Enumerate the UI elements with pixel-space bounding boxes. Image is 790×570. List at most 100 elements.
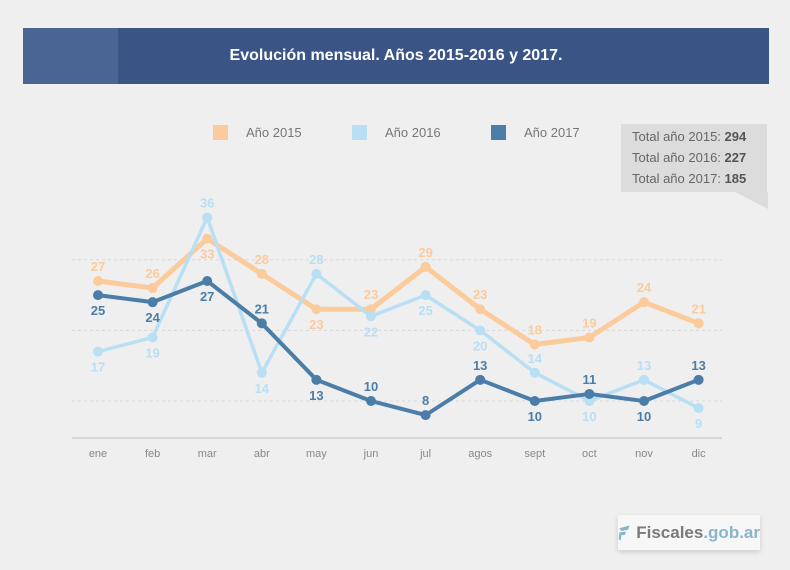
data-point bbox=[93, 346, 103, 357]
data-label: 13 bbox=[473, 358, 487, 373]
data-label: 27 bbox=[91, 259, 105, 274]
data-label: 22 bbox=[364, 324, 378, 339]
data-point bbox=[584, 332, 595, 343]
x-tick-label: abr bbox=[254, 448, 270, 460]
x-tick-label: agos bbox=[468, 448, 492, 460]
data-label: 24 bbox=[637, 280, 652, 295]
data-label: 13 bbox=[691, 358, 705, 373]
data-label: 27 bbox=[200, 289, 214, 304]
data-point bbox=[529, 367, 540, 378]
data-point bbox=[202, 212, 213, 223]
data-label: 8 bbox=[422, 393, 429, 408]
data-point bbox=[93, 275, 103, 286]
data-label: 14 bbox=[528, 351, 543, 366]
data-point bbox=[366, 311, 376, 322]
totals-box-tail bbox=[735, 192, 768, 209]
x-tick-label: jun bbox=[363, 448, 379, 460]
data-label: 20 bbox=[473, 338, 487, 353]
legend-label: Año 2015 bbox=[246, 125, 302, 140]
data-point bbox=[529, 339, 540, 350]
x-tick-label: mar bbox=[198, 448, 217, 460]
data-point bbox=[202, 275, 213, 286]
data-label: 36 bbox=[200, 195, 214, 210]
data-point bbox=[93, 290, 103, 301]
legend-swatch-2017 bbox=[491, 125, 506, 140]
x-tick-label: may bbox=[306, 448, 327, 460]
data-label: 19 bbox=[145, 345, 159, 360]
data-point bbox=[311, 304, 322, 315]
data-point bbox=[311, 268, 322, 279]
fiscales-logo: Fiscales.gob.ar bbox=[618, 515, 760, 550]
data-label: 33 bbox=[200, 247, 214, 262]
data-point bbox=[529, 396, 540, 406]
data-label: 10 bbox=[637, 409, 651, 424]
x-tick-label: sept bbox=[524, 448, 545, 460]
data-point bbox=[639, 297, 649, 308]
data-label: 23 bbox=[364, 287, 378, 302]
data-point bbox=[256, 318, 267, 329]
total-2017: Total año 2017: 185 bbox=[632, 171, 747, 186]
data-label: 14 bbox=[255, 381, 270, 396]
legend-item-2016: Año 2016 bbox=[352, 125, 441, 140]
banner-shine bbox=[23, 28, 118, 84]
data-label: 23 bbox=[309, 317, 323, 332]
data-label: 10 bbox=[582, 409, 596, 424]
legend-item-2015: Año 2015 bbox=[213, 125, 302, 140]
data-label: 24 bbox=[145, 310, 160, 325]
data-point bbox=[693, 403, 704, 414]
data-label: 17 bbox=[91, 360, 105, 375]
legend-item-2017: Año 2017 bbox=[491, 125, 580, 140]
data-label: 29 bbox=[418, 245, 432, 260]
logo-text: Fiscales.gob.ar bbox=[636, 522, 760, 542]
x-tick-label: jul bbox=[419, 448, 431, 460]
legend-label: Año 2016 bbox=[385, 125, 441, 140]
data-label: 21 bbox=[255, 301, 269, 316]
data-point bbox=[693, 318, 704, 329]
legend-swatch-2016 bbox=[352, 125, 367, 140]
data-label: 19 bbox=[582, 315, 596, 330]
totals-box: Total año 2015: 294 Total año 2016: 227 … bbox=[621, 124, 767, 192]
data-label: 11 bbox=[583, 372, 597, 387]
data-point bbox=[147, 332, 158, 343]
data-label: 10 bbox=[528, 409, 542, 424]
x-tick-label: dic bbox=[692, 448, 707, 460]
data-point bbox=[256, 367, 267, 378]
data-label: 28 bbox=[255, 252, 269, 267]
data-label: 25 bbox=[91, 303, 105, 318]
data-label: 9 bbox=[695, 416, 702, 431]
data-point bbox=[584, 388, 595, 399]
data-label: 25 bbox=[418, 303, 432, 318]
data-point bbox=[256, 268, 267, 279]
data-point bbox=[475, 304, 486, 315]
series-line-a-o-2017 bbox=[97, 278, 700, 418]
series-line-a-o-2016 bbox=[97, 215, 700, 410]
data-point bbox=[202, 233, 213, 244]
series-line-a-o-2015 bbox=[97, 236, 700, 348]
total-2016: Total año 2016: 227 bbox=[632, 150, 747, 165]
fiscales-logo-icon bbox=[618, 525, 630, 540]
data-point bbox=[584, 396, 595, 406]
data-label: 13 bbox=[637, 358, 651, 373]
data-point bbox=[420, 290, 431, 301]
x-tick-label: feb bbox=[145, 448, 160, 460]
data-point bbox=[475, 374, 486, 385]
legend-swatch-2015 bbox=[213, 125, 228, 140]
data-label: 26 bbox=[145, 266, 159, 281]
data-point bbox=[475, 325, 486, 336]
data-point bbox=[366, 304, 376, 315]
data-point bbox=[147, 283, 158, 294]
data-point bbox=[639, 396, 649, 406]
chart-title: Evolución mensual. Años 2015-2016 y 2017… bbox=[229, 47, 563, 64]
data-label: 23 bbox=[473, 287, 487, 302]
total-2015: Total año 2015: 294 bbox=[632, 129, 747, 144]
data-label: 10 bbox=[364, 379, 378, 394]
data-point bbox=[420, 261, 431, 272]
data-point bbox=[311, 374, 322, 385]
x-tick-label: ene bbox=[89, 448, 107, 460]
data-point bbox=[639, 374, 649, 385]
data-label: 18 bbox=[528, 323, 542, 338]
x-tick-label: nov bbox=[635, 448, 653, 460]
data-label: 21 bbox=[691, 301, 705, 316]
data-label: 13 bbox=[309, 388, 323, 403]
